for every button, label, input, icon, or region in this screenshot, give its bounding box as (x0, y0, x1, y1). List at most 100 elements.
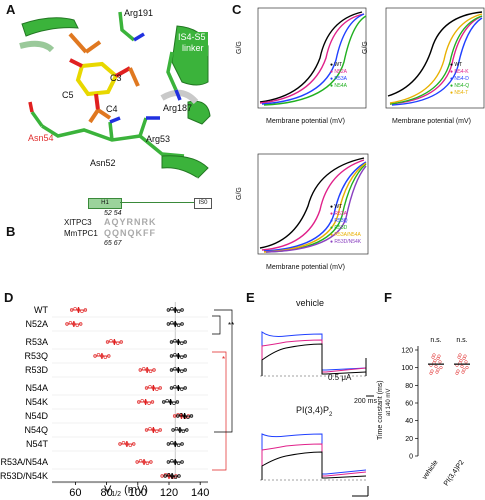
legend-item: ● R53A/N54A (330, 232, 361, 238)
legend-subplot-1: ● WT ● N52A ● R53A ● N54A (330, 62, 347, 90)
trace-blue-pip2 (261, 433, 367, 480)
data-point (438, 360, 442, 364)
data-point (180, 341, 184, 345)
curve-r53a (261, 13, 365, 105)
data-point (176, 323, 181, 327)
curve-wt-3 (259, 157, 365, 249)
legend-item: ● R53D (330, 225, 348, 231)
bracket-black-1 (212, 315, 221, 335)
seq-name-xltpc3: XlTPC3 (64, 218, 92, 227)
curve-n54k (389, 15, 483, 105)
panel-label-e: E (246, 290, 255, 305)
x-tick-label: 60 (69, 487, 81, 499)
data-point (137, 400, 141, 404)
data-point (177, 474, 181, 478)
xlabel-sub: 1/2 (111, 491, 122, 499)
v-half-chart: WT N52A R53A R53Q R53D N54A N54K N54D N54Q N54T R5… (0, 302, 234, 499)
data-point (173, 385, 177, 389)
row-label: N52A (25, 319, 48, 329)
data-point (142, 367, 146, 371)
data-point (132, 442, 136, 446)
data-point (68, 321, 73, 325)
data-point (173, 475, 178, 479)
data-point (119, 340, 123, 344)
curve-n54a (263, 15, 367, 106)
data-point (107, 354, 111, 358)
data-point (436, 368, 440, 372)
data-point (100, 354, 104, 358)
panel-c-xlabel-2: Membrane potential (mV) (392, 118, 471, 125)
data-point (109, 339, 113, 343)
panel-c-ylabel-1: G/G (236, 41, 243, 54)
y-tick-label: 60 (405, 401, 413, 408)
legend-label: R53D (334, 225, 348, 231)
data-point (149, 460, 153, 464)
data-point (161, 400, 166, 404)
data-point (166, 308, 171, 312)
curve-n54t (389, 13, 483, 104)
data-point (121, 441, 126, 445)
time-constant-chart: 0 20 40 60 80 100 120 n.s. vehicle n.s. PI(3,4)P2 (401, 337, 470, 487)
data-point (432, 353, 436, 357)
data-point (434, 364, 438, 368)
current-traces (260, 331, 374, 497)
data-point (168, 400, 173, 404)
legend-label: R53D/N54K (334, 239, 362, 245)
trace-title-pip2-main: PI(3,4)P (296, 405, 330, 415)
trace-title-pip2: PI(3,4)P2 (296, 405, 332, 418)
data-point (171, 428, 175, 432)
data-point (437, 354, 441, 358)
row-label: R53A/N54A (0, 457, 48, 467)
legend-item: ● N54-K (450, 69, 469, 75)
legend-item: ● N54A (330, 83, 347, 89)
data-point (173, 367, 177, 371)
data-point (169, 354, 174, 358)
data-point (75, 323, 79, 327)
legend-item: ● N52A (330, 69, 347, 75)
data-point (180, 460, 184, 464)
data-point (176, 340, 181, 344)
y-tick-label: 120 (401, 348, 413, 355)
row-label: N54K (25, 397, 48, 407)
data-point (79, 322, 83, 326)
linker-line (120, 202, 194, 203)
data-point (72, 322, 76, 326)
y-tick-label: 20 (405, 436, 413, 443)
curve-n52a (259, 13, 365, 104)
data-point (458, 353, 462, 357)
panel-f-ylabel-sub: at 140 mV (386, 388, 392, 416)
curve-n54d (391, 17, 483, 106)
data-point (173, 339, 177, 343)
data-point (166, 473, 171, 477)
row-label: N54A (25, 383, 48, 393)
legend-item: ● WT (450, 62, 463, 68)
data-point (140, 399, 144, 403)
legend-label: N54A (334, 83, 347, 89)
structure-panel-a (19, 11, 211, 179)
data-point (180, 308, 184, 312)
data-point (155, 387, 159, 391)
legend-label: WT (334, 204, 343, 210)
data-point (145, 461, 150, 465)
data-point (169, 386, 174, 390)
data-point (176, 461, 181, 465)
data-point (135, 460, 139, 464)
data-point (138, 368, 142, 372)
data-point (460, 364, 464, 368)
label-arg187: Arg187 (163, 103, 193, 113)
legend-label: N54-T (454, 90, 469, 96)
gv-curves-panel-c (257, 7, 485, 255)
curve-wt-1 (259, 11, 363, 103)
data-point (96, 353, 101, 357)
panel-c-xlabel-1: Membrane potential (mV) (266, 118, 345, 125)
data-point (150, 400, 155, 404)
row-label: R53D/N54K (0, 471, 48, 481)
data-point (174, 427, 179, 431)
data-point (105, 340, 110, 344)
bottom-residue-numbers: 65 67 (104, 240, 122, 247)
legend-item: ● N54-T (450, 90, 469, 96)
data-point (151, 386, 156, 390)
row-label: R53Q (24, 351, 48, 361)
bracket-black-2 (214, 309, 233, 433)
data-point (112, 340, 117, 344)
